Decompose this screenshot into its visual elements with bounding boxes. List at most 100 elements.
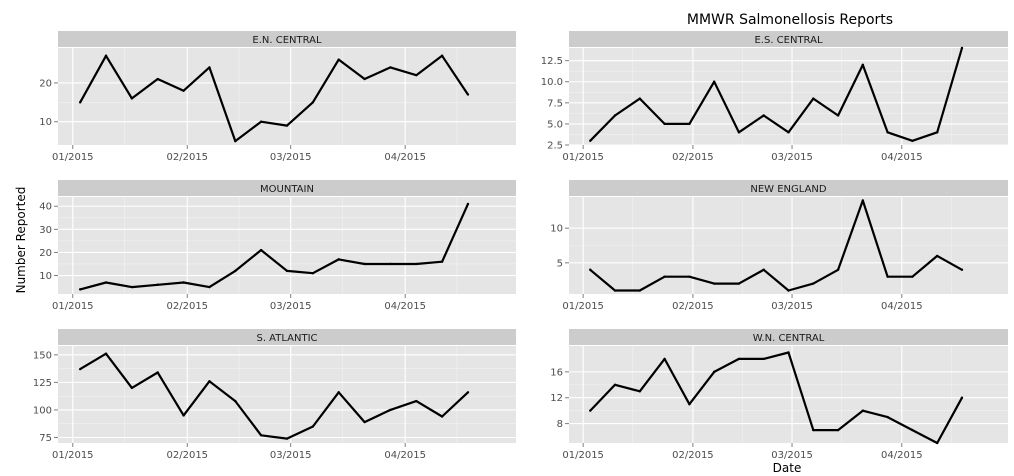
data-point xyxy=(104,352,108,355)
data-point xyxy=(285,437,289,440)
data-point xyxy=(836,268,840,271)
data-point xyxy=(156,283,159,286)
data-point xyxy=(613,383,617,386)
data-point xyxy=(812,428,815,432)
facet-panel: NEW ENGLAND 5 10 01/2015 02/2015 03/2015 04/20… xyxy=(550,180,1008,312)
data-point xyxy=(712,370,716,374)
data-point xyxy=(415,73,418,77)
data-point xyxy=(712,282,716,285)
data-point xyxy=(311,101,315,104)
data-point xyxy=(688,403,691,406)
y-tick-label: 75 xyxy=(39,433,52,444)
x-tick-label: 02/2015 xyxy=(672,301,714,312)
data-point xyxy=(130,97,134,100)
data-point xyxy=(259,120,263,123)
data-point xyxy=(259,434,263,437)
y-tick-label: 12 xyxy=(550,393,563,404)
x-tick-label: 03/2015 xyxy=(771,152,813,163)
data-point xyxy=(389,262,392,266)
data-point xyxy=(182,281,185,284)
facet-panels: E.N. CENTRAL 10 20 01/2015 02/2015 03/2015 04/… xyxy=(33,31,1008,461)
x-tick-label: 04/2015 xyxy=(384,152,426,163)
x-tick-label: 03/2015 xyxy=(270,152,312,163)
data-point xyxy=(638,97,642,100)
data-point xyxy=(688,122,691,126)
facet-panel: E.N. CENTRAL 10 20 01/2015 02/2015 03/2015 04/… xyxy=(39,31,516,163)
x-tick-label: 04/2015 xyxy=(881,301,923,312)
y-tick-label: 10.0 xyxy=(541,77,563,88)
x-tick-label: 03/2015 xyxy=(771,301,813,312)
data-point xyxy=(130,285,134,289)
x-tick-label: 01/2015 xyxy=(52,301,94,312)
y-axis-title: Number Reported xyxy=(14,187,28,294)
y-tick-label: 5 xyxy=(557,258,563,269)
y-tick-label: 40 xyxy=(39,202,52,213)
data-point xyxy=(285,124,289,127)
series-line xyxy=(589,351,963,445)
data-point xyxy=(363,420,366,424)
data-point xyxy=(787,131,790,134)
data-point xyxy=(935,441,939,445)
data-point xyxy=(688,275,691,278)
x-tick-label: 04/2015 xyxy=(881,152,923,163)
y-tick-label: 10 xyxy=(39,271,52,282)
facet-panel: MOUNTAIN 10 20 30 40 01/2015 02/2015 03/2015 04/… xyxy=(39,180,516,312)
data-point xyxy=(182,414,185,417)
data-point xyxy=(389,408,392,412)
data-point xyxy=(78,101,82,104)
plot-panel xyxy=(58,346,516,443)
series-line xyxy=(589,47,964,142)
x-tick-label: 03/2015 xyxy=(771,450,813,461)
data-point xyxy=(208,66,211,69)
data-point xyxy=(259,248,263,252)
data-point xyxy=(935,131,939,134)
data-point xyxy=(208,285,211,289)
facet-strip xyxy=(58,180,516,196)
facet-strip-label: E.S. CENTRAL xyxy=(754,35,822,46)
data-point xyxy=(663,275,666,278)
series-line xyxy=(79,203,470,291)
data-point xyxy=(234,269,237,273)
series-line xyxy=(79,54,469,143)
facet-strip-label: W.N. CENTRAL xyxy=(753,333,825,344)
x-axis-title: Date xyxy=(773,461,802,475)
data-point xyxy=(337,58,340,61)
data-point xyxy=(737,357,741,361)
y-tick-label: 16 xyxy=(550,367,563,378)
data-point xyxy=(466,202,470,206)
y-tick-label: 20 xyxy=(39,78,52,89)
data-point xyxy=(311,272,315,275)
x-tick-label: 02/2015 xyxy=(672,152,714,163)
data-point xyxy=(787,351,790,354)
data-point xyxy=(911,275,914,278)
data-point xyxy=(104,281,108,284)
facet-strip-label: NEW ENGLAND xyxy=(750,184,827,195)
data-point xyxy=(712,80,716,83)
data-point xyxy=(363,262,366,266)
data-point xyxy=(440,54,444,57)
y-tick-label: 2.5 xyxy=(547,141,563,152)
x-tick-label: 01/2015 xyxy=(52,152,94,163)
y-tick-label: 150 xyxy=(33,350,52,361)
x-tick-label: 04/2015 xyxy=(384,301,426,312)
data-point xyxy=(104,54,108,57)
data-point xyxy=(836,114,840,117)
plot-panel xyxy=(569,346,1008,443)
data-point xyxy=(389,66,392,69)
facet-strip xyxy=(569,329,1008,345)
y-tick-label: 12.5 xyxy=(541,56,563,67)
data-point xyxy=(466,93,470,96)
data-point xyxy=(960,396,964,399)
y-tick-label: 20 xyxy=(39,248,52,259)
x-tick-label: 01/2015 xyxy=(562,301,604,312)
chart-title: MMWR Salmonellosis Reports xyxy=(687,12,893,28)
facet-panel: S. ATLANTIC 75 100 125 150 01/2015 02/2015 03/2… xyxy=(33,329,516,461)
data-point xyxy=(812,97,815,100)
y-tick-label: 5.0 xyxy=(547,119,563,130)
facet-strip xyxy=(569,180,1008,196)
series-line xyxy=(589,199,963,292)
data-point xyxy=(762,357,765,361)
data-point xyxy=(861,63,865,67)
data-point xyxy=(182,89,185,92)
plot-panel xyxy=(569,48,1008,145)
